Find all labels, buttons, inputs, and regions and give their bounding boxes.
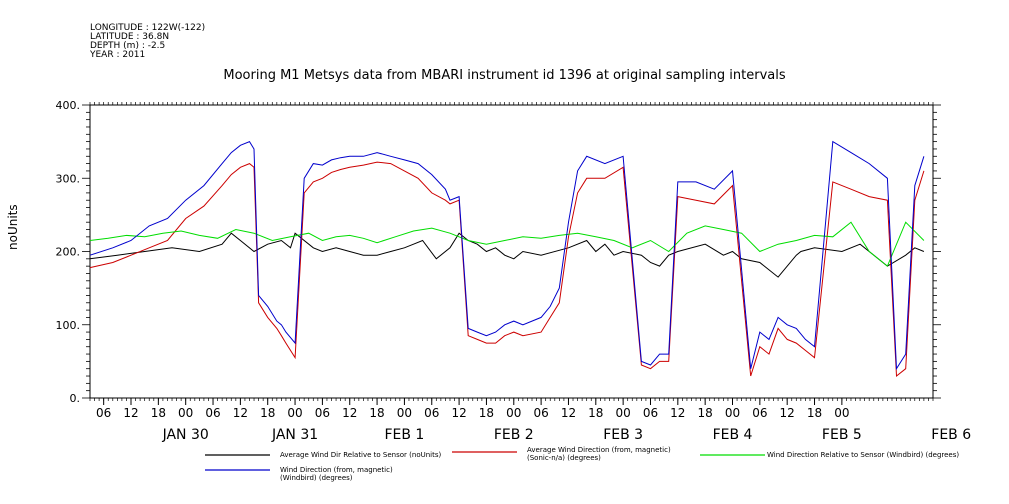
series-line-1 <box>89 161 925 377</box>
x-day-label: FEB 3 <box>603 427 643 443</box>
x-day-label: JAN 30 <box>162 427 209 443</box>
x-day-label: FEB 2 <box>494 427 534 443</box>
legend-label-series-3: Wind Direction (from, magnetic) (Windbir… <box>280 466 393 482</box>
latitude-label: LATITUDE : 36.8N <box>90 32 170 42</box>
y-tick-label: 200. <box>56 246 81 259</box>
x-day-label: FEB 1 <box>384 427 424 443</box>
axis-labels: 06 12 18 00 06 12 18 00 06 12 18 00 06 12 18 00 06 12 18 00… <box>56 99 972 443</box>
x-tick-label: 12 <box>451 406 466 420</box>
x-tick-label: 12 <box>123 406 138 420</box>
x-tick-label: 00 <box>834 406 849 420</box>
plot-area <box>89 104 934 399</box>
x-day-label: JAN 31 <box>271 427 318 443</box>
x-tick-label: 12 <box>342 406 357 420</box>
x-tick-label: 18 <box>479 406 494 420</box>
x-day-label: FEB 5 <box>822 427 862 443</box>
y-tick-label: 300. <box>56 172 81 185</box>
x-tick-label: 00 <box>397 406 412 420</box>
x-tick-label: 06 <box>205 406 220 420</box>
x-tick-label: 12 <box>670 406 685 420</box>
y-tick-label: 0. <box>70 392 81 405</box>
depth-label: DEPTH (m) : -2.5 <box>90 41 166 51</box>
legend-label-series-1: Average Wind Direction (from, magnetic) … <box>527 446 671 462</box>
series-line-2 <box>89 221 925 267</box>
axis-ticks <box>82 102 941 405</box>
x-tick-label: 18 <box>588 406 603 420</box>
x-tick-label: 18 <box>698 406 713 420</box>
x-tick-label: 18 <box>369 406 384 420</box>
x-tick-label: 06 <box>424 406 439 420</box>
x-tick-label: 06 <box>533 406 548 420</box>
x-tick-label: 00 <box>287 406 302 420</box>
longitude-label: LONGITUDE : 122W(-122) <box>90 23 206 33</box>
x-day-label: FEB 4 <box>713 427 753 443</box>
year-label: YEAR : 2011 <box>90 50 146 60</box>
x-tick-label: 12 <box>233 406 248 420</box>
x-tick-label: 12 <box>561 406 576 420</box>
x-tick-label: 18 <box>260 406 275 420</box>
series-group <box>89 140 925 377</box>
x-tick-label: 12 <box>780 406 795 420</box>
series-line-3 <box>89 140 925 371</box>
legend <box>205 451 765 471</box>
y-tick-label: 100. <box>56 319 81 332</box>
x-tick-label: 00 <box>725 406 740 420</box>
x-tick-label: 06 <box>643 406 658 420</box>
y-axis-label: noUnits <box>6 204 20 250</box>
x-tick-label: 18 <box>151 406 166 420</box>
x-tick-label: 00 <box>178 406 193 420</box>
x-tick-label: 00 <box>506 406 521 420</box>
legend-label-series-2: Wind Direction Relative to Sensor (Windb… <box>767 451 960 459</box>
x-tick-label: 00 <box>615 406 630 420</box>
x-tick-label: 06 <box>752 406 767 420</box>
x-tick-label: 06 <box>315 406 330 420</box>
chart-title: Mooring M1 Metsys data from MBARI instru… <box>223 68 786 83</box>
legend-label-series-0: Average Wind Dir Relative to Sensor (noU… <box>280 451 442 459</box>
x-tick-label: 06 <box>96 406 111 420</box>
y-tick-label: 400. <box>56 99 81 112</box>
series-line-0 <box>89 232 925 278</box>
x-tick-label: 18 <box>807 406 822 420</box>
x-day-label: FEB 6 <box>931 427 971 443</box>
